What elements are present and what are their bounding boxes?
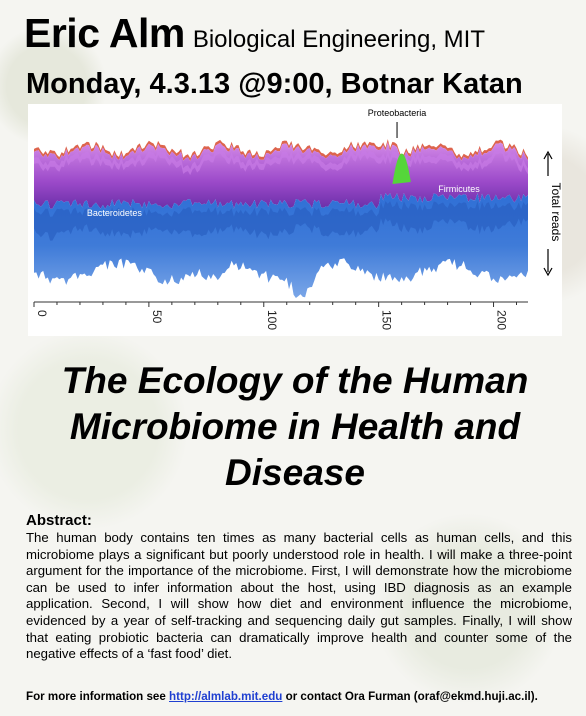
speaker-line: Eric Alm Biological Engineering, MIT (24, 10, 485, 57)
speaker-affiliation: Biological Engineering, MIT (192, 26, 485, 53)
footer-contact-text: or contact Ora Furman (oraf@ekmd.huji.ac… (282, 690, 538, 703)
proteobacteria-area (392, 153, 411, 184)
abstract-heading: Abstract: (26, 512, 92, 529)
bacteroidetes-inner-area (34, 201, 528, 241)
x-tick-label: 50 (150, 310, 164, 324)
x-tick-label: 200 (495, 310, 509, 330)
y-axis-arrowhead-up (543, 150, 553, 160)
speaker-name: Eric Alm (24, 10, 185, 56)
abstract-body: The human body contains ten times as man… (26, 530, 572, 662)
footer-contact: For more information see http://almlab.m… (26, 690, 538, 703)
bacteroidetes-label: Bacteroidetes (87, 208, 143, 218)
almlab-link[interactable]: http://almlab.mit.edu (169, 690, 283, 703)
proteobacteria-label: Proteobacteria (368, 108, 427, 118)
y-axis-label: Total reads (549, 183, 562, 242)
x-tick-label: 100 (265, 310, 279, 330)
x-tick-label: 150 (380, 310, 394, 330)
firmicutes-label: Firmicutes (438, 184, 480, 194)
microbiome-stream-chart: Proteobacteria Bacteroidetes Firmicutes To… (33, 108, 562, 330)
y-axis-arrowhead-down (543, 267, 553, 277)
microbiome-chart: Proteobacteria Bacteroidetes Firmicutes To… (28, 104, 562, 336)
firmicutes-stripe-area (34, 146, 528, 176)
footer-prefix: For more information see (26, 690, 170, 703)
minor-taxa-area (34, 139, 528, 162)
talk-title: The Ecology of the Human Microbiome in H… (61, 360, 529, 493)
event-datetime-location: Monday, 4.3.13 @9:00, Botnar Katan (26, 68, 523, 100)
x-tick-label: 0 (35, 310, 49, 317)
